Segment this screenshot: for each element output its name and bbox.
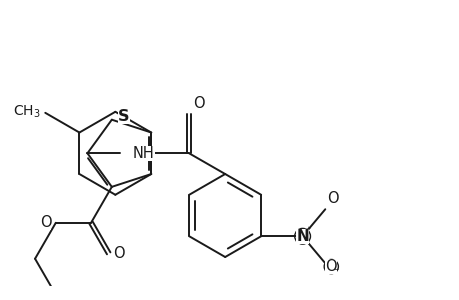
Text: CH$_3$: CH$_3$ xyxy=(13,103,41,120)
Text: O: O xyxy=(327,191,338,206)
Text: S: S xyxy=(118,109,129,124)
Text: NH: NH xyxy=(133,146,155,161)
Text: $^+$: $^+$ xyxy=(303,226,311,235)
Text: O: O xyxy=(193,96,205,111)
Text: O: O xyxy=(113,246,124,261)
Text: N: N xyxy=(296,229,308,244)
Text: O: O xyxy=(40,215,51,230)
Text: $^-$: $^-$ xyxy=(331,266,340,275)
Text: O: O xyxy=(325,259,336,274)
